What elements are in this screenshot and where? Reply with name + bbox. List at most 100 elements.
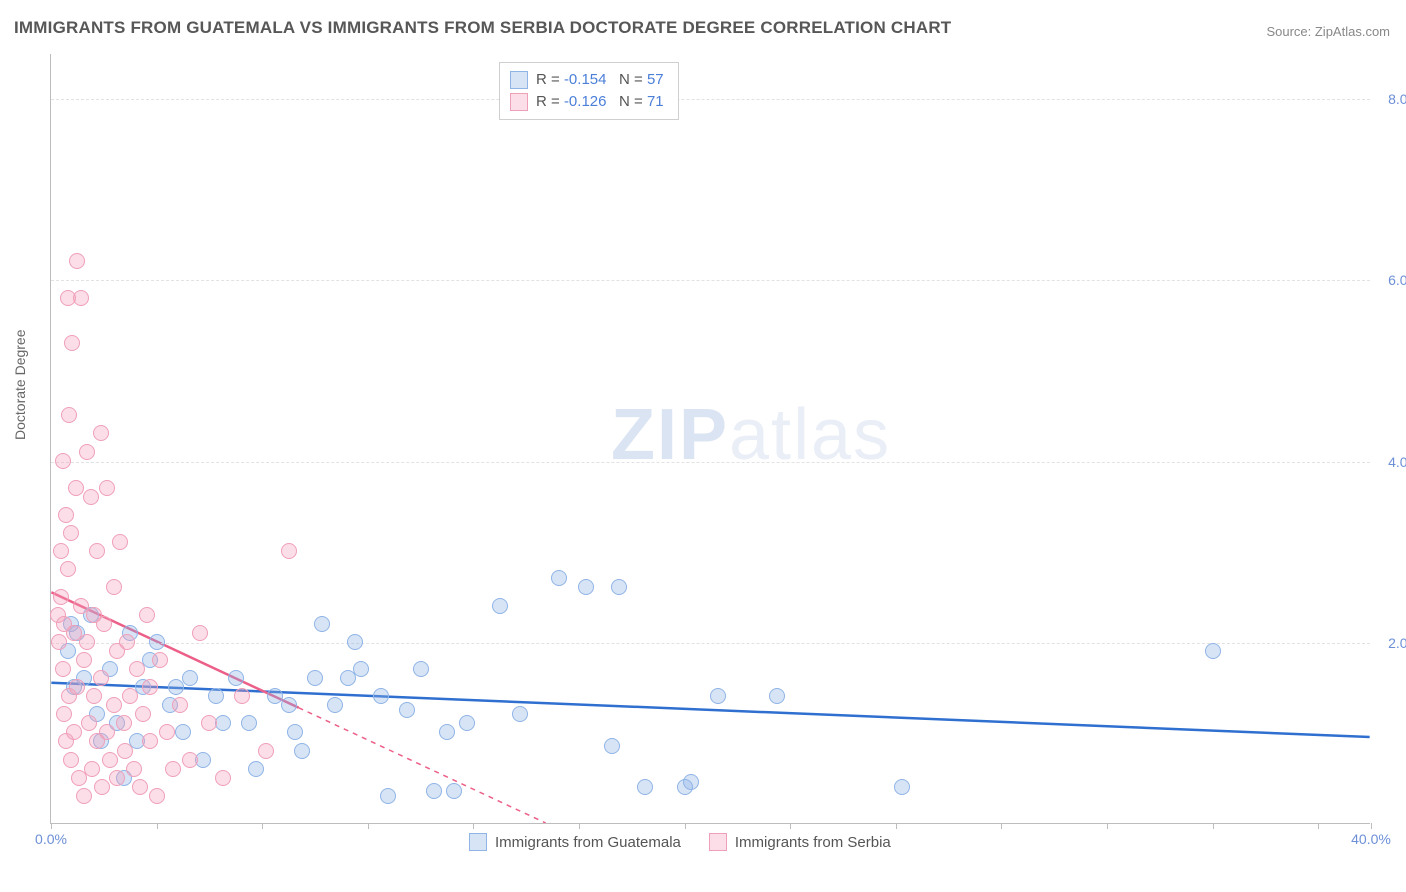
data-point-serbia [61, 407, 77, 423]
data-point-serbia [63, 525, 79, 541]
data-point-guatemala [353, 661, 369, 677]
x-tick [579, 823, 580, 829]
data-point-guatemala [228, 670, 244, 686]
x-tick [262, 823, 263, 829]
watermark-atlas: atlas [729, 395, 891, 475]
data-point-serbia [96, 616, 112, 632]
data-point-serbia [117, 743, 133, 759]
x-tick [1213, 823, 1214, 829]
y-tick-label: 8.0% [1375, 91, 1406, 107]
x-tick [1107, 823, 1108, 829]
data-point-guatemala [611, 579, 627, 595]
data-point-guatemala [294, 743, 310, 759]
legend-stats: R = -0.154 N = 57R = -0.126 N = 71 [499, 62, 679, 120]
data-point-serbia [139, 607, 155, 623]
data-point-serbia [106, 697, 122, 713]
data-point-guatemala [327, 697, 343, 713]
x-tick-label: 0.0% [35, 831, 67, 847]
data-point-guatemala [241, 715, 257, 731]
legend-series: Immigrants from Guatemala Immigrants from… [469, 833, 891, 851]
chart-area: ZIPatlas 2.0%4.0%6.0%8.0%0.0%40.0%R = -0… [50, 54, 1370, 824]
gridline [51, 462, 1370, 463]
data-point-serbia [152, 652, 168, 668]
data-point-guatemala [175, 724, 191, 740]
data-point-serbia [76, 652, 92, 668]
data-point-guatemala [380, 788, 396, 804]
data-point-serbia [119, 634, 135, 650]
x-tick [1318, 823, 1319, 829]
data-point-serbia [69, 253, 85, 269]
legend-stats-text: R = -0.154 N = 57 [536, 69, 664, 91]
data-point-guatemala [769, 688, 785, 704]
data-point-serbia [94, 779, 110, 795]
trend-lines [51, 54, 1370, 823]
x-tick [51, 823, 52, 829]
x-tick [1371, 823, 1372, 829]
legend-stats-text: R = -0.126 N = 71 [536, 91, 664, 113]
legend-series-label: Immigrants from Guatemala [495, 834, 681, 851]
data-point-serbia [64, 335, 80, 351]
data-point-serbia [142, 733, 158, 749]
legend-stats-row: R = -0.126 N = 71 [510, 91, 664, 113]
data-point-serbia [126, 761, 142, 777]
x-tick [368, 823, 369, 829]
x-tick-label: 40.0% [1351, 831, 1391, 847]
data-point-serbia [66, 724, 82, 740]
y-tick-label: 6.0% [1375, 272, 1406, 288]
data-point-serbia [215, 770, 231, 786]
data-point-serbia [55, 453, 71, 469]
data-point-guatemala [182, 670, 198, 686]
data-point-guatemala [459, 715, 475, 731]
data-point-serbia [142, 679, 158, 695]
x-tick [790, 823, 791, 829]
data-point-guatemala [551, 570, 567, 586]
data-point-guatemala [373, 688, 389, 704]
data-point-serbia [99, 480, 115, 496]
data-point-guatemala [287, 724, 303, 740]
data-point-serbia [135, 706, 151, 722]
data-point-serbia [93, 425, 109, 441]
data-point-serbia [281, 543, 297, 559]
data-point-serbia [182, 752, 198, 768]
data-point-guatemala [710, 688, 726, 704]
data-point-serbia [93, 670, 109, 686]
data-point-serbia [53, 589, 69, 605]
data-point-serbia [79, 444, 95, 460]
data-point-guatemala [281, 697, 297, 713]
data-point-serbia [81, 715, 97, 731]
data-point-guatemala [307, 670, 323, 686]
data-point-serbia [234, 688, 250, 704]
data-point-serbia [149, 788, 165, 804]
data-point-serbia [106, 579, 122, 595]
data-point-serbia [53, 543, 69, 559]
data-point-serbia [116, 715, 132, 731]
data-point-guatemala [637, 779, 653, 795]
data-point-serbia [109, 770, 125, 786]
data-point-serbia [76, 788, 92, 804]
data-point-guatemala [399, 702, 415, 718]
y-tick-label: 4.0% [1375, 454, 1406, 470]
data-point-serbia [112, 534, 128, 550]
swatch-icon [709, 833, 727, 851]
data-point-guatemala [604, 738, 620, 754]
gridline [51, 280, 1370, 281]
watermark-zip: ZIP [611, 395, 729, 475]
data-point-serbia [201, 715, 217, 731]
x-tick [685, 823, 686, 829]
data-point-serbia [56, 706, 72, 722]
swatch-icon [510, 93, 528, 111]
x-tick [896, 823, 897, 829]
legend-series-label: Immigrants from Serbia [735, 834, 891, 851]
data-point-guatemala [149, 634, 165, 650]
data-point-serbia [83, 489, 99, 505]
legend-series-item: Immigrants from Guatemala [469, 833, 681, 851]
data-point-guatemala [347, 634, 363, 650]
data-point-serbia [102, 752, 118, 768]
swatch-icon [510, 71, 528, 89]
data-point-guatemala [512, 706, 528, 722]
x-tick [1001, 823, 1002, 829]
data-point-serbia [55, 661, 71, 677]
gridline [51, 643, 1370, 644]
data-point-serbia [172, 697, 188, 713]
data-point-serbia [99, 724, 115, 740]
